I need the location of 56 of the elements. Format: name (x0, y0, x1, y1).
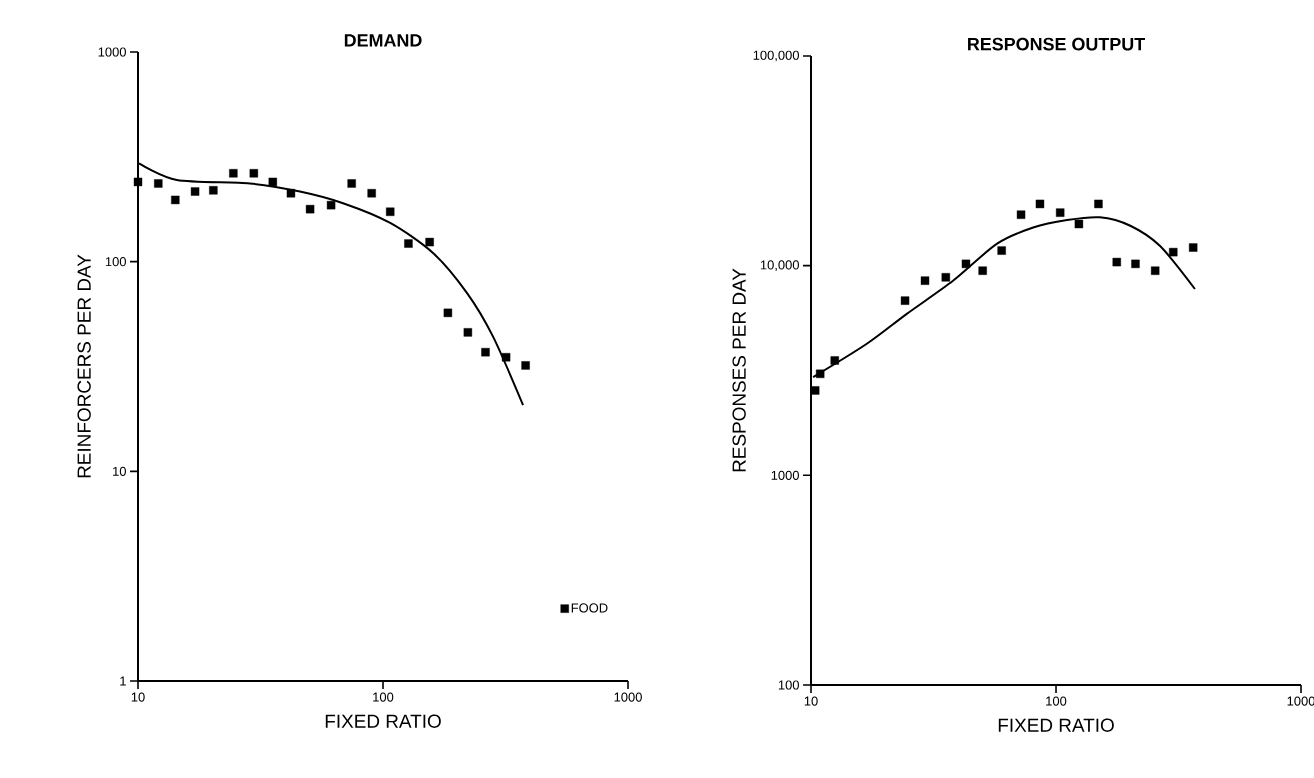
x-tick-label: 1000 (1287, 696, 1314, 706)
x-tick-label: 100 (373, 692, 394, 702)
point (404, 239, 413, 248)
point (501, 353, 511, 362)
x-axis-title: FIXED RATIO (325, 714, 441, 728)
point (171, 195, 180, 205)
point (1035, 199, 1045, 209)
point (425, 237, 434, 247)
point (1016, 210, 1026, 219)
point (268, 177, 277, 187)
legend-label: FOOD (571, 603, 608, 613)
point (1131, 259, 1140, 269)
y-tick-label: 100 (105, 257, 126, 267)
point (1151, 266, 1160, 275)
point (286, 189, 296, 198)
y-axis-title: REINFORCERS PER DAY (77, 254, 91, 478)
chart-title: DEMAND (344, 34, 422, 47)
point (997, 246, 1006, 255)
point (190, 187, 200, 196)
point (209, 186, 218, 195)
x-tick-label: 10 (804, 696, 818, 706)
y-axis-title: RESPONSES PER DAY (732, 268, 746, 472)
x-axis-title: FIXED RATIO (998, 718, 1114, 732)
x-tick-label: 10 (131, 692, 145, 702)
point (326, 200, 336, 210)
point (367, 189, 376, 198)
point (978, 266, 987, 275)
y-tick-label: 1 (120, 676, 126, 686)
x-tick-label: 1000 (614, 692, 642, 702)
point (1055, 208, 1065, 217)
point (521, 361, 530, 370)
chart-title: RESPONSE OUTPUT (968, 37, 1145, 51)
point (1169, 247, 1178, 257)
y-tick-label: 100,000 (753, 50, 799, 62)
point (1074, 219, 1084, 229)
point (900, 296, 910, 305)
point (463, 328, 473, 337)
point (941, 273, 951, 282)
y-tick-label: 100 (778, 680, 799, 690)
point (133, 177, 143, 187)
point (305, 204, 315, 214)
point (443, 308, 453, 318)
x-tick-label: 100 (1046, 696, 1067, 706)
y-tick-label: 10 (113, 466, 126, 476)
point (920, 276, 930, 285)
point (1112, 257, 1121, 267)
point (1094, 199, 1103, 209)
point (249, 169, 259, 178)
y-tick-label: 1000 (98, 47, 126, 57)
y-tick-label: 1000 (771, 470, 799, 480)
point (1188, 243, 1198, 252)
point (347, 179, 356, 188)
point (481, 348, 490, 357)
y-tick-label: 10,000 (760, 260, 799, 271)
point (229, 169, 238, 178)
point (386, 207, 395, 216)
